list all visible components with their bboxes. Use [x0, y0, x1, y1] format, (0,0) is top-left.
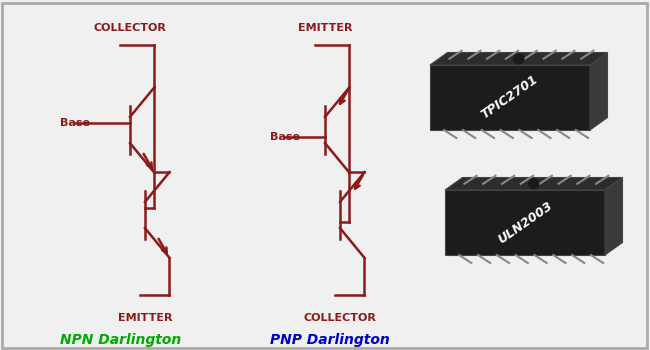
Polygon shape	[430, 52, 608, 65]
Text: COLLECTOR: COLLECTOR	[304, 313, 376, 323]
Circle shape	[528, 179, 539, 189]
Text: Base: Base	[60, 118, 90, 128]
Text: EMITTER: EMITTER	[298, 23, 352, 33]
Polygon shape	[445, 190, 605, 255]
Polygon shape	[445, 177, 623, 190]
Text: Base: Base	[270, 132, 300, 142]
Text: PNP Darlington: PNP Darlington	[270, 333, 390, 347]
Polygon shape	[605, 177, 623, 255]
Text: ULN2003: ULN2003	[495, 199, 555, 246]
Circle shape	[514, 54, 524, 64]
Text: EMITTER: EMITTER	[118, 313, 172, 323]
Text: COLLECTOR: COLLECTOR	[94, 23, 166, 33]
Polygon shape	[430, 65, 590, 130]
Text: NPN Darlington: NPN Darlington	[60, 333, 181, 347]
Text: TPIC2701: TPIC2701	[479, 73, 541, 122]
Polygon shape	[590, 52, 608, 130]
